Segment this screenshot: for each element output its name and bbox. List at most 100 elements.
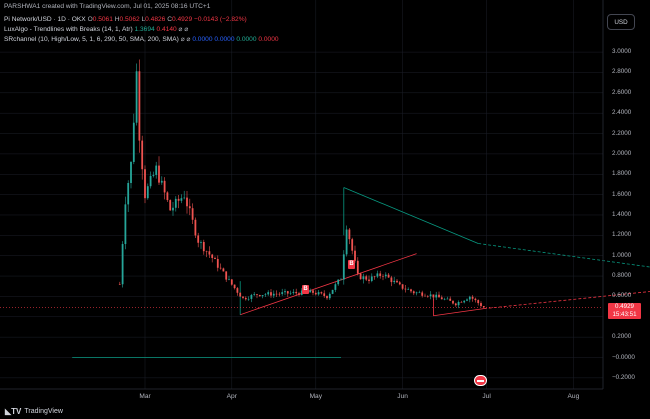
candle-body bbox=[359, 273, 362, 280]
candle-body bbox=[440, 297, 443, 300]
candle-body bbox=[474, 298, 477, 301]
candle-body bbox=[132, 122, 135, 162]
candle-body bbox=[480, 303, 482, 307]
candle-body bbox=[298, 293, 300, 295]
candle-body bbox=[340, 279, 342, 281]
price-axis-label: 2.8000 bbox=[612, 68, 632, 76]
candle-body bbox=[368, 279, 370, 281]
candle-body bbox=[141, 140, 144, 170]
candle-body bbox=[326, 295, 328, 299]
candle-body bbox=[446, 298, 449, 300]
candle-body bbox=[188, 206, 191, 209]
indicator-srchannel-value-2: 0.0000 bbox=[214, 36, 235, 43]
buy-signal-marker[interactable]: B bbox=[302, 285, 309, 294]
candle-body bbox=[233, 284, 236, 289]
candle-body bbox=[317, 292, 320, 295]
symbol-name[interactable]: Pi Network/USD · 1D · OKX bbox=[4, 16, 86, 23]
candle-body bbox=[253, 294, 256, 295]
candle-body bbox=[435, 294, 438, 298]
candle-body bbox=[144, 169, 146, 199]
candle-body bbox=[382, 275, 384, 277]
candle-body bbox=[216, 258, 219, 268]
time-axis-label: Jun bbox=[397, 393, 408, 400]
time-axis-label: May bbox=[309, 393, 323, 400]
candle-body bbox=[421, 292, 424, 296]
candle-body bbox=[373, 276, 376, 278]
candle-body bbox=[278, 293, 281, 295]
candle-body bbox=[292, 291, 295, 293]
candle-body bbox=[370, 276, 373, 281]
candle-body bbox=[183, 197, 186, 199]
candle-body bbox=[258, 295, 261, 297]
candle-body bbox=[452, 300, 454, 304]
price-axis-label: 1.2000 bbox=[612, 231, 632, 239]
trendline-resistance-extension bbox=[478, 243, 650, 268]
price-axis-label: 1.0000 bbox=[612, 251, 632, 259]
indicator-srchannel-value-1: 0.0000 bbox=[192, 36, 213, 43]
price-axis-label: 2.2000 bbox=[612, 129, 632, 137]
indicator-trendlines-visibility-icon[interactable]: ⌀ ⌀ bbox=[178, 26, 189, 33]
candle-body bbox=[208, 251, 211, 255]
candle-body bbox=[376, 273, 379, 277]
candle-body bbox=[124, 204, 127, 245]
candle-body bbox=[289, 292, 292, 294]
candle-body-last bbox=[482, 305, 485, 308]
candle-body bbox=[401, 284, 404, 289]
candle-body bbox=[281, 292, 284, 294]
candle-body bbox=[390, 277, 393, 283]
candle-body bbox=[146, 186, 149, 199]
indicator-srchannel-visibility-icon[interactable]: ⌀ ⌀ bbox=[180, 36, 191, 43]
candle-body bbox=[309, 290, 312, 293]
low-value: 0.4826 bbox=[145, 16, 166, 23]
candle-body bbox=[404, 288, 407, 290]
events-flag-icon[interactable] bbox=[474, 375, 487, 386]
indicator-srchannel-value-3: 0.0000 bbox=[236, 36, 257, 43]
candle-body bbox=[163, 180, 166, 193]
candle-body bbox=[200, 242, 202, 243]
indicator-trendlines-line[interactable]: LuxAlgo - Trendlines with Breaks (14, 1,… bbox=[4, 26, 188, 34]
price-axis-label: 1.6000 bbox=[612, 190, 632, 198]
candle-body bbox=[158, 165, 160, 183]
candle-body bbox=[225, 271, 228, 280]
candle-body bbox=[432, 294, 435, 298]
symbol-line: Pi Network/USD · 1D · OKX O0.5061 H0.506… bbox=[4, 16, 247, 24]
open-label: O bbox=[87, 16, 93, 23]
candle-body bbox=[438, 294, 440, 298]
candle-body bbox=[443, 298, 446, 300]
indicator-trendlines-name: LuxAlgo - Trendlines with Breaks (14, 1,… bbox=[4, 26, 133, 33]
price-axis-label: 1.8000 bbox=[612, 170, 632, 178]
candle-body bbox=[138, 71, 141, 141]
tradingview-logo-text: TradingView bbox=[24, 408, 63, 415]
buy-signal-marker[interactable]: B bbox=[348, 260, 355, 269]
candle-body bbox=[194, 219, 197, 236]
candle-body bbox=[121, 244, 124, 285]
currency-button[interactable]: USD bbox=[607, 14, 635, 30]
candle-body bbox=[429, 294, 432, 297]
candle-body bbox=[314, 292, 317, 295]
tradingview-logo[interactable]: ◣TV TradingView bbox=[5, 407, 63, 416]
candle-body bbox=[334, 284, 337, 290]
author-line: PARSHWA1 created with TradingView.com, J… bbox=[4, 3, 211, 10]
candle-body bbox=[242, 296, 244, 298]
candle-body bbox=[454, 303, 457, 306]
time-axis-label: Mar bbox=[139, 393, 151, 400]
candle-body bbox=[342, 254, 345, 280]
candle-body bbox=[236, 288, 239, 293]
candle-body bbox=[267, 292, 270, 295]
candle-body bbox=[410, 289, 412, 292]
candle-body bbox=[471, 296, 474, 299]
candle-body bbox=[284, 291, 286, 293]
candle-body bbox=[247, 298, 250, 300]
candle-body bbox=[477, 300, 480, 304]
candle-body bbox=[396, 280, 398, 283]
candle-body bbox=[130, 161, 132, 183]
price-axis-label: 1.4000 bbox=[612, 210, 632, 218]
candle-body bbox=[407, 289, 410, 290]
price-axis-label: −0.2000 bbox=[612, 373, 635, 381]
candle-body bbox=[323, 293, 326, 296]
indicator-srchannel-line[interactable]: SRchannel (10, High/Low, 5, 1, 6, 290, 5… bbox=[4, 36, 279, 44]
candle-body bbox=[197, 235, 200, 243]
candle-body bbox=[415, 292, 418, 294]
change-value: −0.0143 (−2.82%) bbox=[193, 16, 247, 23]
